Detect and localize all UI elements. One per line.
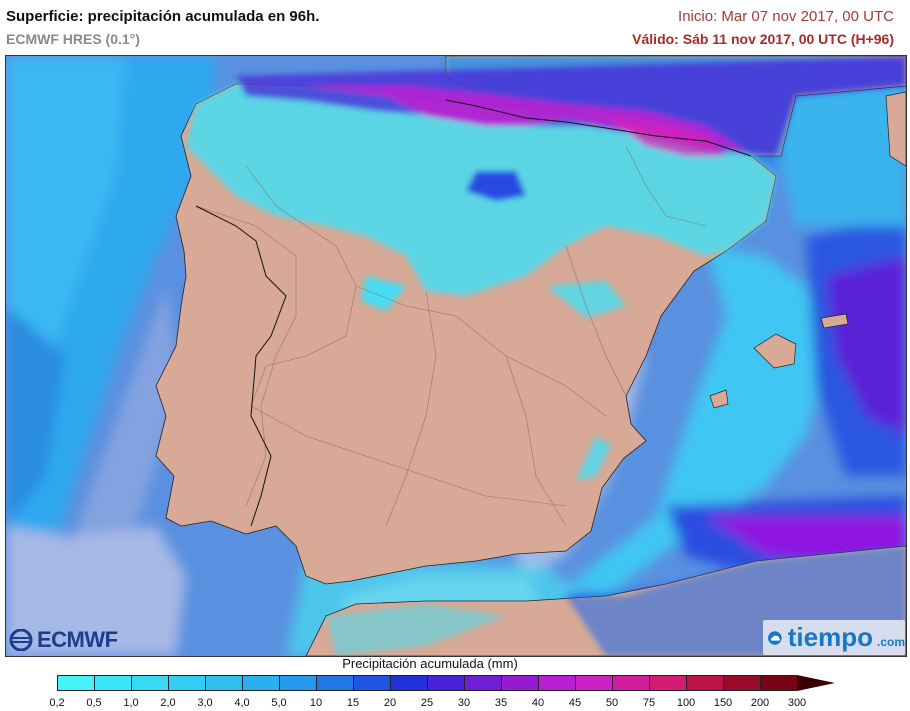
- legend-swatch: [612, 675, 649, 691]
- legend-tick-label: 50: [605, 697, 619, 709]
- legend-tick-label: 45: [568, 697, 582, 709]
- legend-tick-label: 4,0: [234, 697, 250, 709]
- legend-tick-label: 25: [420, 697, 434, 709]
- tiempo-logo: tiempo .com: [763, 620, 905, 655]
- legend-tick-label: 2,0: [160, 697, 176, 709]
- region-borders: [195, 145, 707, 527]
- legend-swatch: [575, 675, 612, 691]
- legend-tick-label: 35: [494, 697, 508, 709]
- legend-swatch: [205, 675, 242, 691]
- legend-swatch: [427, 675, 464, 691]
- legend-tick-label: 40: [531, 697, 545, 709]
- legend-tick-label: 0,5: [86, 697, 102, 709]
- legend-tick-label: 200: [750, 697, 770, 709]
- legend-swatch: [57, 675, 94, 691]
- legend-swatch: [94, 675, 131, 691]
- model-label: ECMWF HRES (0.1°): [6, 31, 140, 47]
- legend-tick-label: 100: [676, 697, 696, 709]
- legend-tick-label: 15: [346, 697, 360, 709]
- legend-swatch: [279, 675, 316, 691]
- legend-swatch: [723, 675, 760, 691]
- legend-swatch: [242, 675, 279, 691]
- legend-swatch: [353, 675, 390, 691]
- legend-tick-label: 20: [383, 697, 397, 709]
- legend-tick-label: 3,0: [197, 697, 213, 709]
- map-canvas: [6, 56, 906, 656]
- legend-swatch: [390, 675, 427, 691]
- legend-swatch: [131, 675, 168, 691]
- tiempo-logo-text: tiempo: [787, 622, 873, 652]
- legend-tick-label: 30: [457, 697, 471, 709]
- valid-time: Válido: Sáb 11 nov 2017, 00 UTC (H+96): [632, 31, 894, 47]
- menorca-island: [820, 313, 849, 329]
- tiempo-logo-domain: .com: [876, 634, 905, 649]
- legend-tick-label: 1,0: [123, 697, 139, 709]
- legend-swatch: [464, 675, 501, 691]
- legend-tick-label: 150: [713, 697, 733, 709]
- precipitation-map: [5, 55, 907, 657]
- legend-tick-label: 0,2: [49, 697, 65, 709]
- legend-swatch: [760, 675, 797, 691]
- legend-tick-label: 5,0: [271, 697, 287, 709]
- legend-tick-label: 300: [787, 697, 807, 709]
- legend-swatch: [686, 675, 723, 691]
- ecmwf-emblem-icon: [9, 629, 33, 651]
- sardinia-edge: [885, 91, 906, 167]
- legend-swatch: [501, 675, 538, 691]
- legend-swatch: [649, 675, 686, 691]
- map-title: Superficie: precipitación acumulada en 9…: [6, 8, 320, 25]
- legend-color-bar: [57, 675, 835, 691]
- legend-tick-label: 10: [309, 697, 323, 709]
- legend-labels: 0,2 0,5 1,0 2,0 3,0 4,0 5,0 10 15 20 25 30 35 40 45 50 7…: [49, 697, 857, 711]
- ecmwf-logo: ECMWF: [8, 627, 118, 652]
- legend-swatch: [168, 675, 205, 691]
- legend-title: Precipitación acumulada (mm): [342, 656, 518, 671]
- legend-overflow-arrow: [797, 675, 835, 691]
- country-borders: [195, 99, 752, 527]
- tiempo-cloud-icon: [768, 630, 782, 645]
- legend-swatch: [538, 675, 575, 691]
- legend-tick-label: 75: [642, 697, 656, 709]
- ibiza-island: [709, 389, 729, 409]
- ecmwf-logo-text: ECMWF: [37, 627, 118, 652]
- legend-swatch: [316, 675, 353, 691]
- run-start-time: Inicio: Mar 07 nov 2017, 00 UTC: [678, 8, 894, 25]
- mallorca-island: [753, 333, 797, 369]
